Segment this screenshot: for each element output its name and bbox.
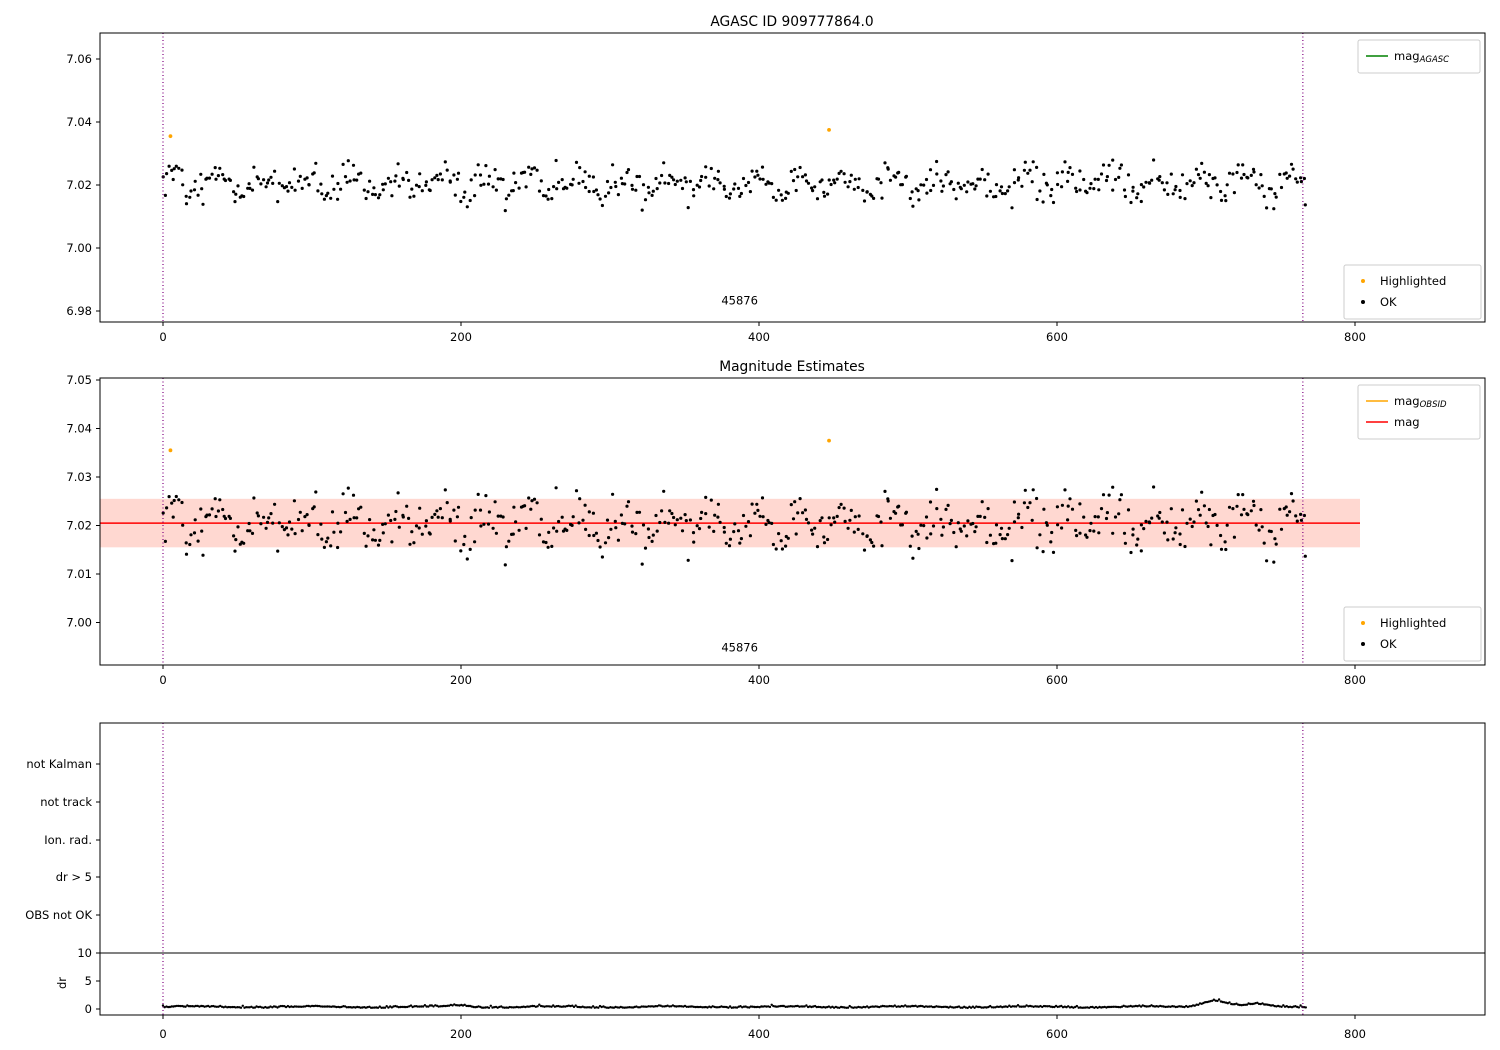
obsid-boundary-vlines — [162, 723, 1304, 1015]
legend-OK-marker — [1361, 642, 1365, 646]
svg-text:7.02: 7.02 — [66, 178, 92, 192]
svg-text:800: 800 — [1344, 1027, 1366, 1041]
legend-label: OK — [1380, 637, 1397, 651]
svg-text:7.04: 7.04 — [66, 115, 92, 129]
dr-axis-ticks: 10 5 0 — [77, 946, 100, 1016]
svg-text:Ion. rad.: Ion. rad. — [44, 833, 92, 847]
ok-points — [161, 485, 1307, 567]
dr-points — [161, 998, 1308, 1010]
svg-text:200: 200 — [450, 1027, 472, 1041]
obsid-annotation: 45876 — [721, 641, 758, 655]
svg-text:600: 600 — [1046, 673, 1068, 687]
ok-points — [161, 158, 1307, 213]
legend-lower: Highlighted OK — [1343, 606, 1482, 662]
svg-text:dr > 5: dr > 5 — [56, 870, 92, 884]
obsid-boundary-vlines — [162, 33, 1304, 322]
legend-Highlighted-marker — [1361, 279, 1365, 283]
svg-text:7.01: 7.01 — [66, 567, 92, 581]
svg-text:10: 10 — [77, 946, 92, 960]
legend-OK-marker — [1361, 300, 1365, 304]
svg-text:800: 800 — [1344, 330, 1366, 344]
x-axis-ticks: 0 200 400 600 800 — [159, 665, 1366, 687]
flag-labels: not Kalman not track Ion. rad. dr > 5 OBS no… — [25, 757, 100, 922]
obsid-annotation: 45876 — [721, 294, 758, 308]
svg-text:not track: not track — [40, 795, 92, 809]
highlighted-points — [168, 438, 831, 453]
svg-text:200: 200 — [450, 330, 472, 344]
svg-text:0: 0 — [159, 330, 166, 344]
svg-text:0: 0 — [159, 673, 166, 687]
svg-text:400: 400 — [748, 1027, 770, 1041]
svg-text:7.02: 7.02 — [66, 519, 92, 533]
svg-text:7.06: 7.06 — [66, 52, 92, 66]
dr-ylabel: dr — [55, 977, 69, 989]
plot-flags-dr: not Kalman not track Ion. rad. dr > 5 OBS no… — [25, 722, 1486, 1041]
highlighted-points — [168, 127, 831, 139]
svg-text:not Kalman: not Kalman — [26, 757, 92, 771]
legend-lower: Highlighted OK — [1343, 264, 1482, 320]
axes-spines — [99, 722, 1486, 1016]
svg-text:400: 400 — [748, 673, 770, 687]
axes-spines — [99, 32, 1486, 323]
svg-text:0: 0 — [85, 1002, 92, 1016]
svg-text:7.00: 7.00 — [66, 241, 92, 255]
x-axis-ticks: 0 200 400 600 800 — [159, 1015, 1366, 1041]
plot-magnitude-estimates-title: Magnitude Estimates — [719, 359, 865, 375]
svg-text:800: 800 — [1344, 673, 1366, 687]
plot-agasc-title: AGASC ID 909777864.0 — [710, 14, 873, 30]
legend-Highlighted-marker — [1361, 621, 1365, 625]
plot-agasc-mag: AGASC ID 909777864.0 6.98 7.00 7.02 7.04 7.0… — [66, 14, 1486, 344]
svg-text:7.05: 7.05 — [66, 373, 92, 387]
svg-text:600: 600 — [1046, 1027, 1068, 1041]
svg-text:7.00: 7.00 — [66, 616, 92, 630]
svg-text:7.03: 7.03 — [66, 470, 92, 484]
svg-text:400: 400 — [748, 330, 770, 344]
plot-magnitude-estimates: Magnitude Estimates 7.00 7.01 7.02 7.03 7.04… — [66, 359, 1486, 687]
svg-text:0: 0 — [159, 1027, 166, 1041]
svg-text:600: 600 — [1046, 330, 1068, 344]
axes-spines — [99, 377, 1486, 666]
legend-label: OK — [1380, 295, 1397, 309]
svg-text:6.98: 6.98 — [66, 304, 92, 318]
svg-text:5: 5 — [85, 974, 92, 988]
svg-text:7.04: 7.04 — [66, 422, 92, 436]
svg-text:OBS not OK: OBS not OK — [25, 908, 92, 922]
legend-label: Highlighted — [1380, 274, 1446, 288]
legend-upper: magAGASC — [1357, 39, 1481, 74]
y-axis-ticks: 6.98 7.00 7.02 7.04 7.06 — [66, 52, 100, 318]
obsid-boundary-vlines — [162, 378, 1304, 665]
legend-label: Highlighted — [1380, 616, 1446, 630]
y-axis-ticks: 7.00 7.01 7.02 7.03 7.04 7.05 — [66, 373, 100, 630]
x-axis-ticks: 0 200 400 600 800 — [159, 322, 1366, 344]
legend-label: mag — [1394, 415, 1420, 429]
svg-text:200: 200 — [450, 673, 472, 687]
